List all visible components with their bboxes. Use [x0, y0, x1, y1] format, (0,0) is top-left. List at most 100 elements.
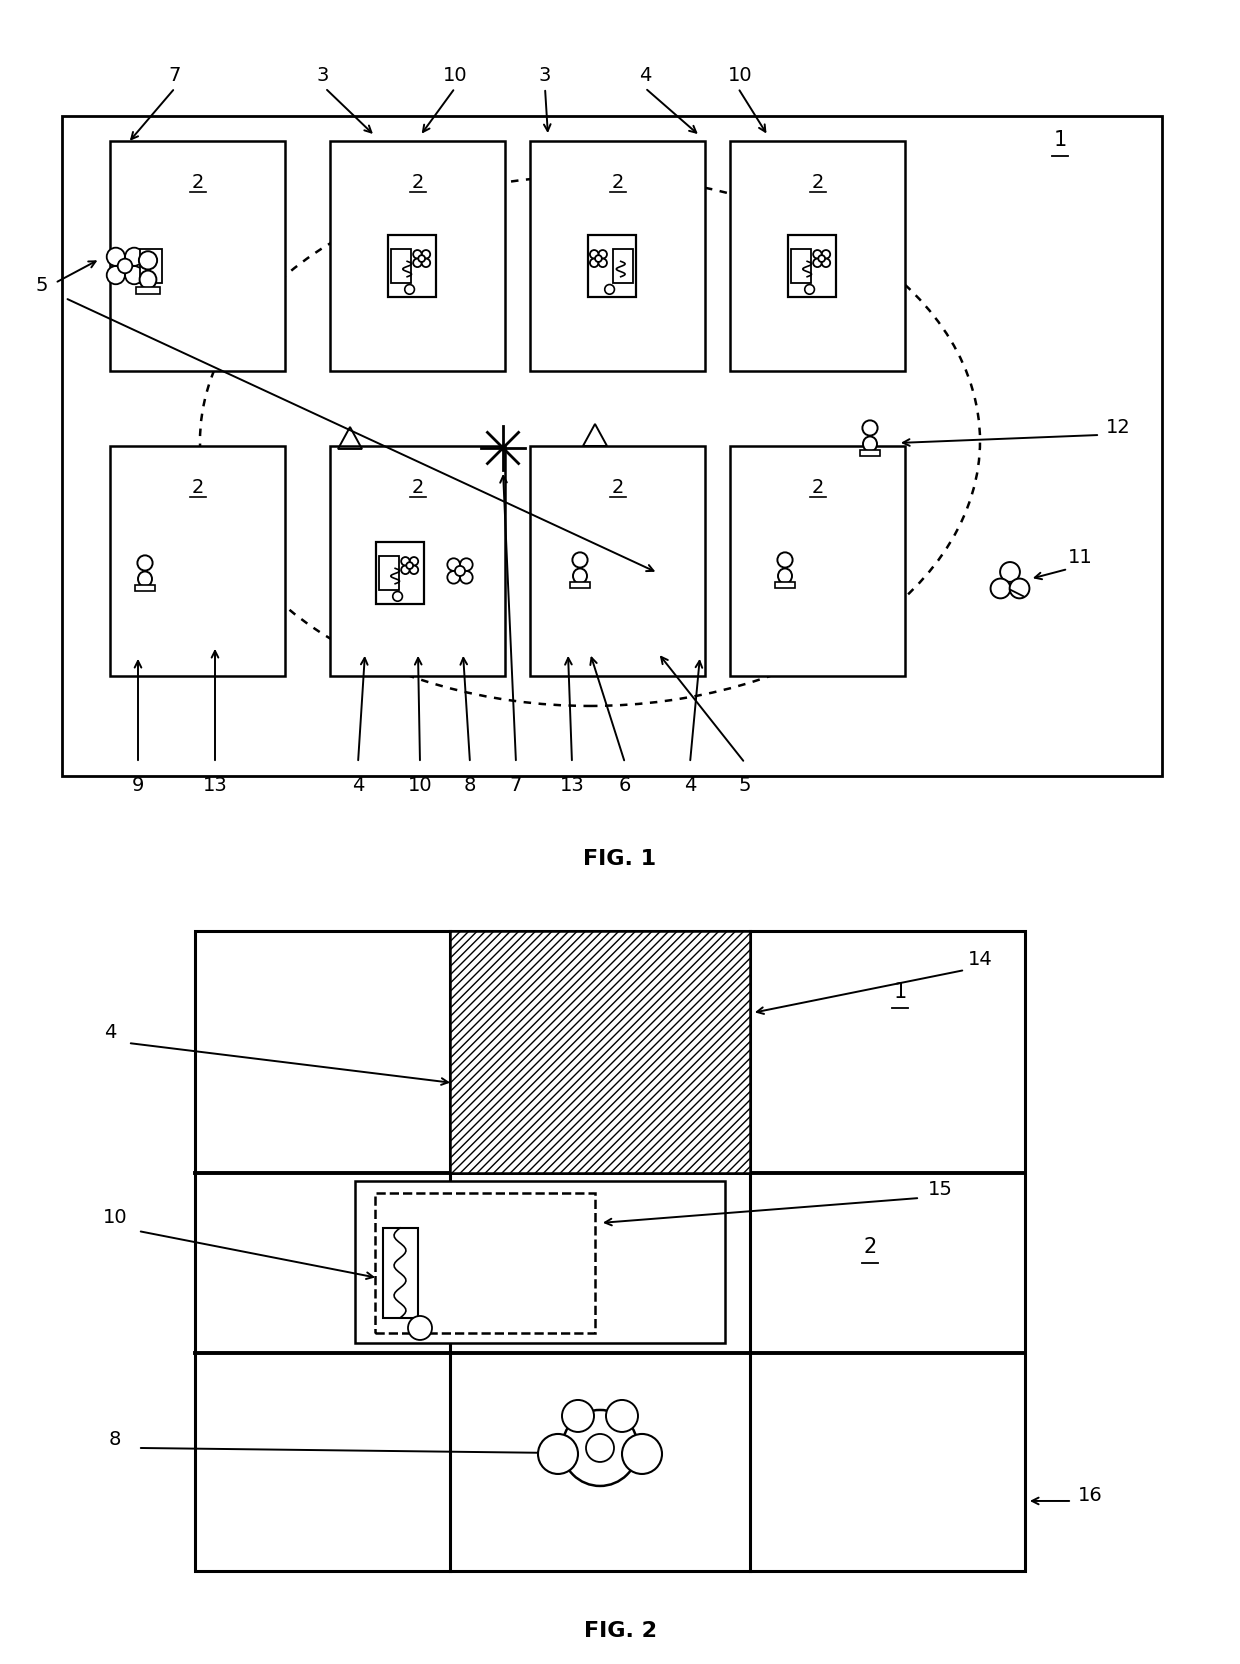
Bar: [588, 235, 636, 296]
Text: 4: 4: [352, 777, 365, 795]
Text: 7: 7: [510, 777, 522, 795]
Bar: [135, 586, 155, 591]
Circle shape: [408, 1316, 432, 1340]
Circle shape: [402, 566, 409, 574]
Text: 2: 2: [611, 478, 624, 498]
Text: 10: 10: [408, 777, 433, 795]
Text: 13: 13: [559, 777, 584, 795]
Text: 1: 1: [893, 982, 906, 1002]
Text: 2: 2: [811, 173, 823, 191]
Circle shape: [805, 285, 815, 295]
Text: 2: 2: [191, 478, 203, 498]
Ellipse shape: [777, 569, 792, 584]
Bar: [450, 930, 750, 1173]
Text: 15: 15: [928, 1180, 952, 1200]
Circle shape: [538, 1434, 578, 1474]
Circle shape: [422, 258, 430, 268]
Circle shape: [813, 250, 822, 258]
Circle shape: [599, 258, 606, 268]
Circle shape: [991, 579, 1011, 599]
Circle shape: [573, 552, 588, 567]
Ellipse shape: [573, 569, 587, 584]
Bar: [140, 250, 162, 283]
Text: 2: 2: [811, 478, 823, 498]
Circle shape: [813, 258, 822, 268]
Text: 5: 5: [36, 276, 48, 295]
Text: 7: 7: [169, 67, 181, 85]
Text: 2: 2: [191, 173, 203, 191]
Text: 3: 3: [316, 67, 329, 85]
Circle shape: [448, 559, 460, 571]
Circle shape: [1001, 562, 1019, 582]
Text: 10: 10: [103, 1208, 128, 1226]
Circle shape: [1009, 579, 1029, 599]
Circle shape: [422, 250, 430, 258]
Circle shape: [413, 250, 422, 258]
Circle shape: [393, 591, 403, 601]
Bar: [529, 141, 706, 371]
Circle shape: [595, 255, 601, 261]
Text: 9: 9: [131, 777, 144, 795]
Text: 2: 2: [412, 478, 424, 498]
Text: 11: 11: [1068, 547, 1092, 567]
Circle shape: [777, 552, 792, 567]
Bar: [791, 250, 811, 283]
Bar: [775, 582, 795, 587]
Text: 2: 2: [863, 1236, 877, 1256]
Bar: [110, 446, 285, 676]
Circle shape: [448, 571, 460, 584]
Text: 4: 4: [639, 67, 651, 85]
Text: 13: 13: [202, 777, 227, 795]
Bar: [330, 446, 505, 676]
Circle shape: [107, 266, 125, 285]
Bar: [730, 446, 905, 676]
Circle shape: [822, 250, 831, 258]
Circle shape: [125, 266, 144, 285]
Ellipse shape: [140, 271, 156, 288]
Circle shape: [605, 285, 615, 295]
Text: 12: 12: [1106, 418, 1131, 438]
Text: 2: 2: [412, 173, 424, 191]
Bar: [376, 542, 424, 604]
Text: FIG. 2: FIG. 2: [584, 1621, 656, 1641]
Circle shape: [818, 255, 825, 261]
Text: FIG. 1: FIG. 1: [584, 849, 656, 869]
Text: 2: 2: [611, 173, 624, 191]
Text: 10: 10: [728, 67, 753, 85]
Bar: [383, 1228, 418, 1318]
Text: 1: 1: [1053, 130, 1066, 150]
Bar: [787, 235, 836, 296]
Circle shape: [418, 255, 425, 261]
Ellipse shape: [138, 571, 153, 586]
Bar: [374, 1193, 595, 1333]
Circle shape: [125, 248, 144, 266]
Bar: [330, 141, 505, 371]
Bar: [195, 930, 1025, 1571]
Circle shape: [622, 1434, 662, 1474]
Bar: [570, 582, 590, 587]
Circle shape: [409, 557, 418, 566]
Bar: [391, 250, 410, 283]
Bar: [378, 556, 399, 591]
Circle shape: [107, 248, 125, 266]
Text: 5: 5: [739, 777, 751, 795]
Circle shape: [404, 285, 414, 295]
Text: 4: 4: [104, 1023, 117, 1042]
Ellipse shape: [863, 436, 877, 451]
Text: 16: 16: [1078, 1486, 1102, 1504]
Text: 6: 6: [619, 777, 631, 795]
Bar: [136, 288, 160, 295]
Text: 4: 4: [683, 777, 696, 795]
Bar: [62, 116, 1162, 775]
Circle shape: [455, 566, 465, 576]
Circle shape: [139, 251, 157, 270]
Circle shape: [562, 1409, 639, 1486]
Circle shape: [460, 559, 472, 571]
Text: 10: 10: [443, 67, 467, 85]
Circle shape: [138, 556, 153, 571]
Bar: [730, 141, 905, 371]
Text: 8: 8: [109, 1429, 122, 1449]
Bar: [388, 235, 436, 296]
Bar: [613, 250, 634, 283]
Circle shape: [590, 250, 599, 258]
